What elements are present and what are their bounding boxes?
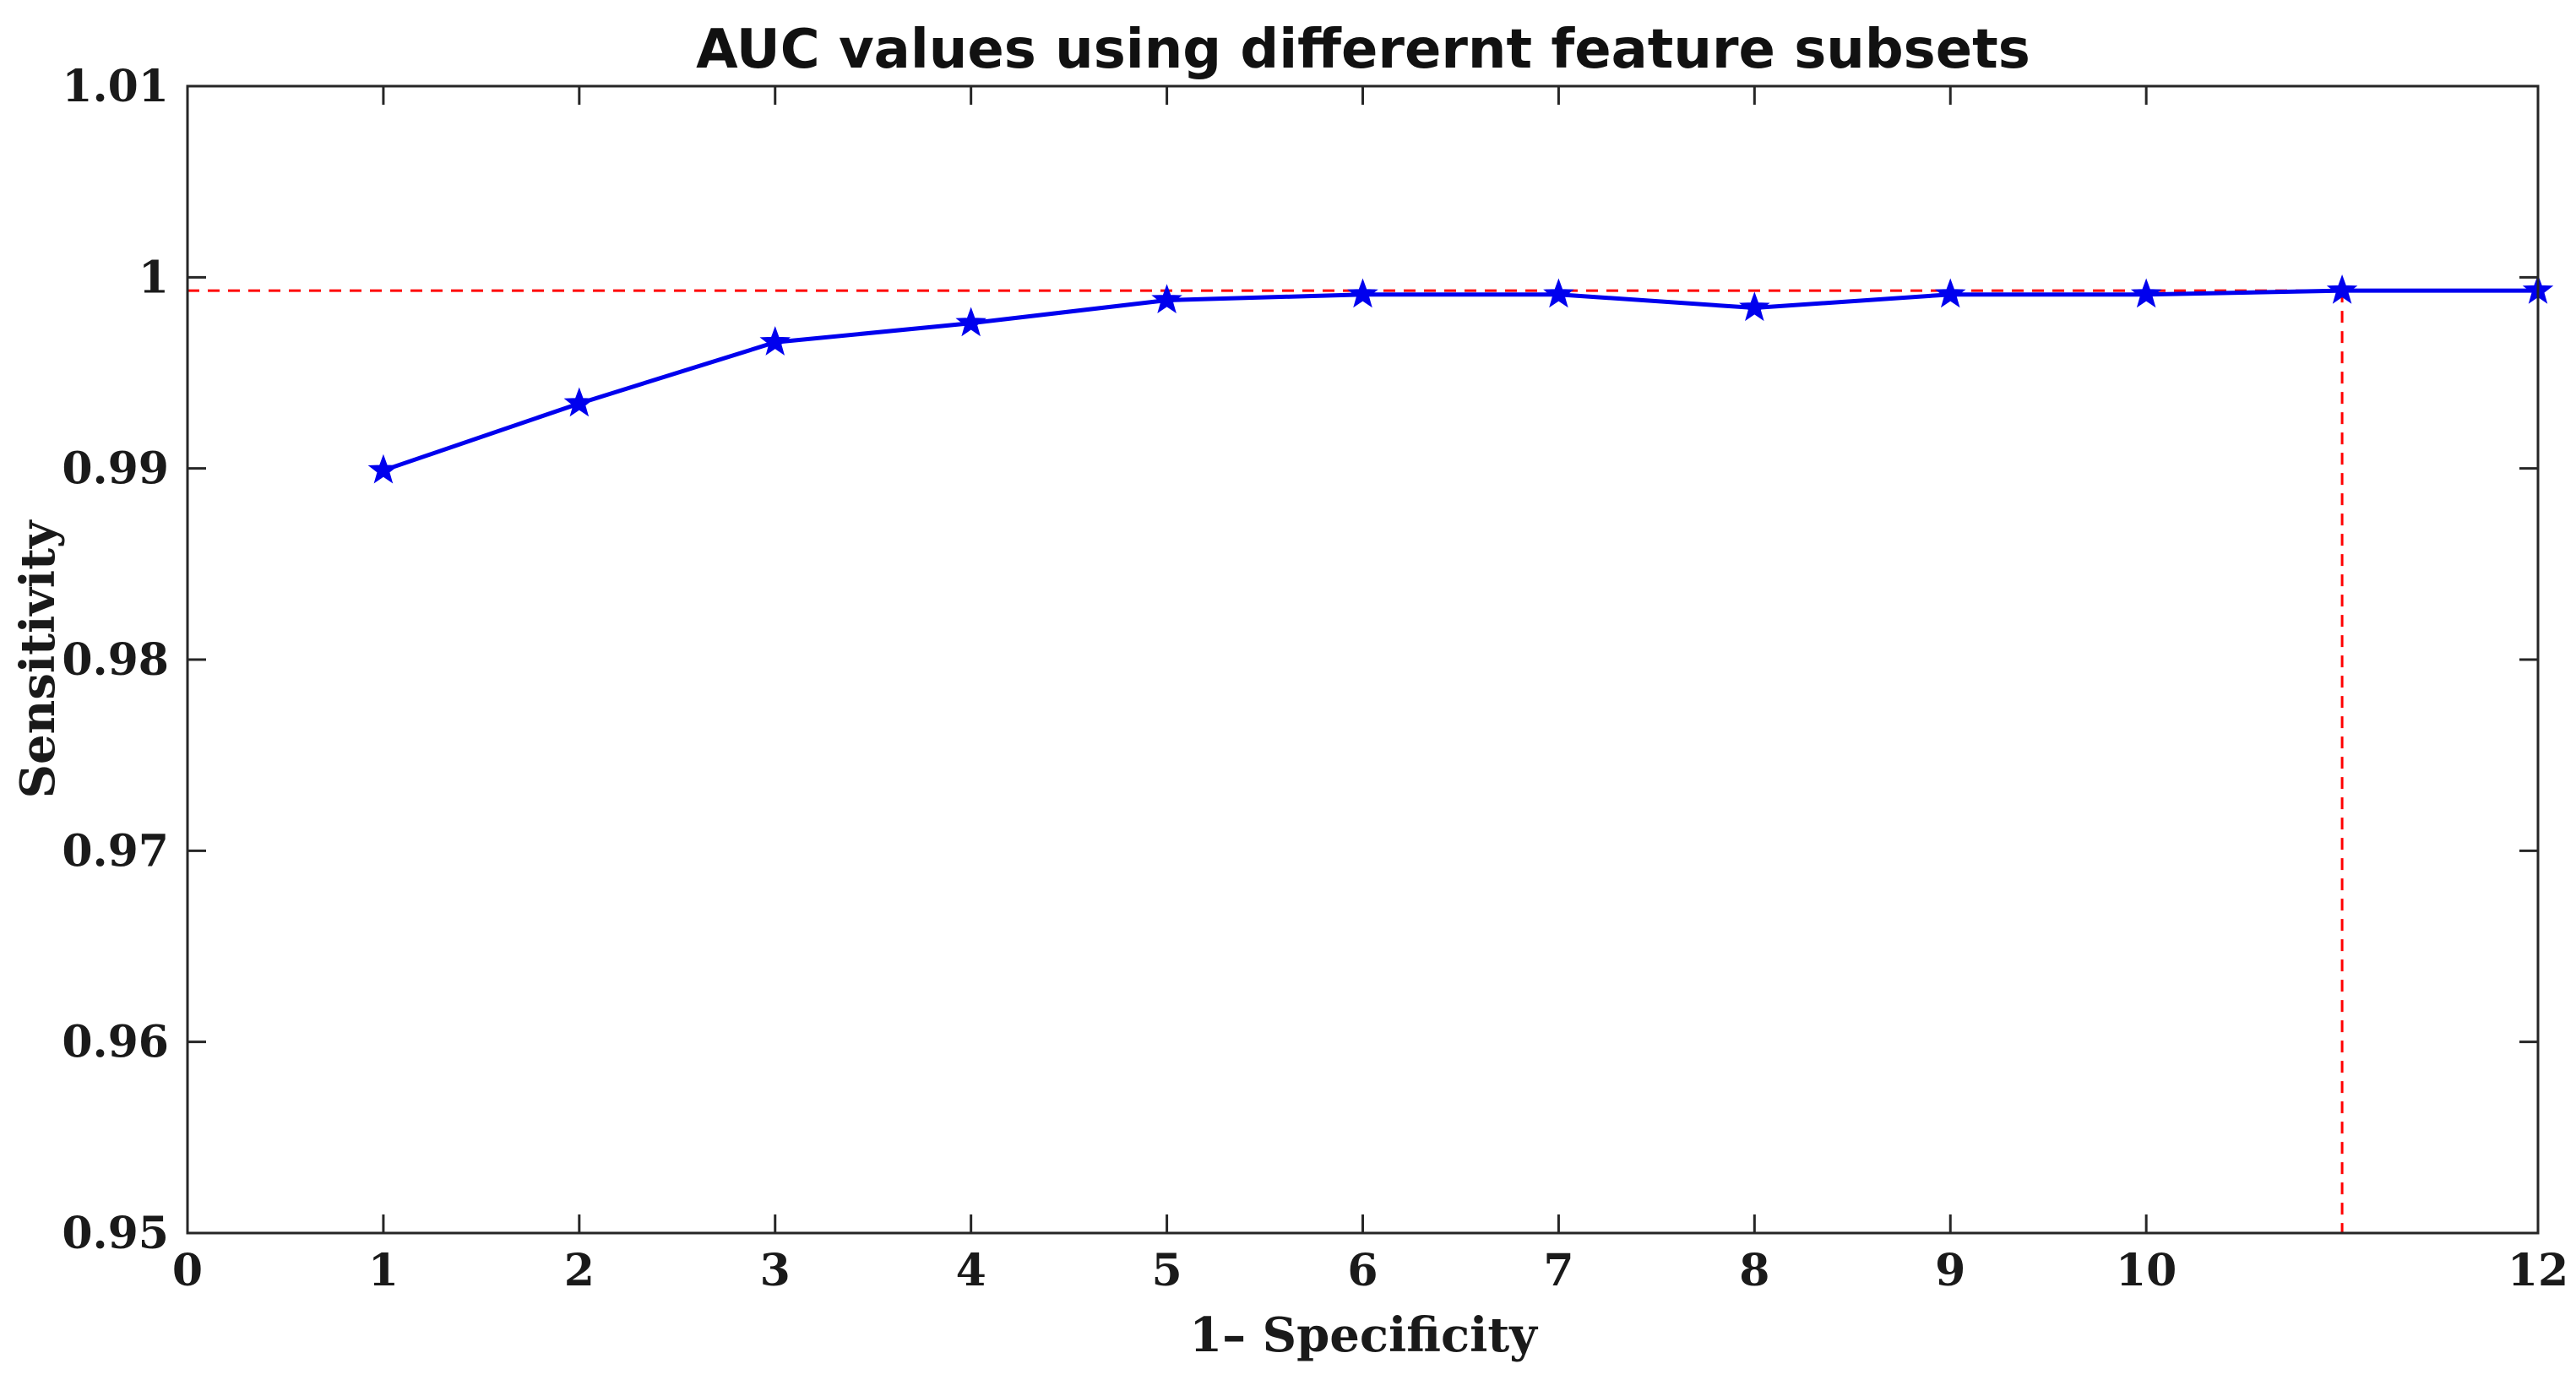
x-tick-label: 8 <box>1739 1245 1769 1296</box>
x-axis-ticks: 0 1 2 3 4 5 6 7 8 9 10 12 <box>172 86 2568 1296</box>
x-tick-label: 6 <box>1347 1245 1378 1296</box>
x-tick-label: 0 <box>172 1245 203 1296</box>
reference-lines <box>187 289 2538 1233</box>
series-group <box>367 274 2554 484</box>
data-point-star <box>367 454 399 484</box>
data-point-star <box>1739 291 1770 322</box>
x-tick-label: 12 <box>2508 1245 2568 1296</box>
data-point-star <box>955 307 986 337</box>
data-point-star <box>1151 284 1182 314</box>
y-tick-label: 1 <box>139 252 169 303</box>
y-tick-label: 0.95 <box>62 1208 169 1259</box>
data-point-star <box>759 326 791 356</box>
x-tick-label: 10 <box>2116 1245 2177 1296</box>
series-line <box>383 288 2538 473</box>
x-tick-label: 2 <box>564 1245 595 1296</box>
data-point-star <box>2130 278 2162 308</box>
y-tick-label: 0.99 <box>62 443 169 495</box>
y-axis-ticks: 0.95 0.96 0.97 0.98 0.99 1 1.01 <box>62 61 2538 1259</box>
y-tick-label: 0.98 <box>62 634 169 686</box>
data-point-star <box>1934 278 1966 308</box>
y-tick-label: 0.97 <box>62 825 169 877</box>
x-tick-label: 1 <box>368 1245 399 1296</box>
x-tick-label: 9 <box>1935 1245 1965 1296</box>
data-point-star <box>563 387 595 417</box>
y-tick-label: 0.96 <box>62 1017 169 1068</box>
data-point-star <box>1543 278 1574 308</box>
plot-frame <box>186 84 2540 1235</box>
y-tick-label: 1.01 <box>62 61 169 112</box>
x-tick-label: 4 <box>956 1245 986 1296</box>
x-tick-label: 3 <box>760 1245 791 1296</box>
x-axis-label: 1– Specificity <box>1189 1307 1538 1363</box>
x-tick-label: 5 <box>1151 1245 1182 1296</box>
y-axis-label: Sensitivity <box>10 519 66 798</box>
x-tick-label: 7 <box>1543 1245 1573 1296</box>
chart-title: AUC values using differernt feature subs… <box>696 19 2030 81</box>
data-point-star <box>2326 274 2358 304</box>
data-point-star <box>1347 278 1378 308</box>
